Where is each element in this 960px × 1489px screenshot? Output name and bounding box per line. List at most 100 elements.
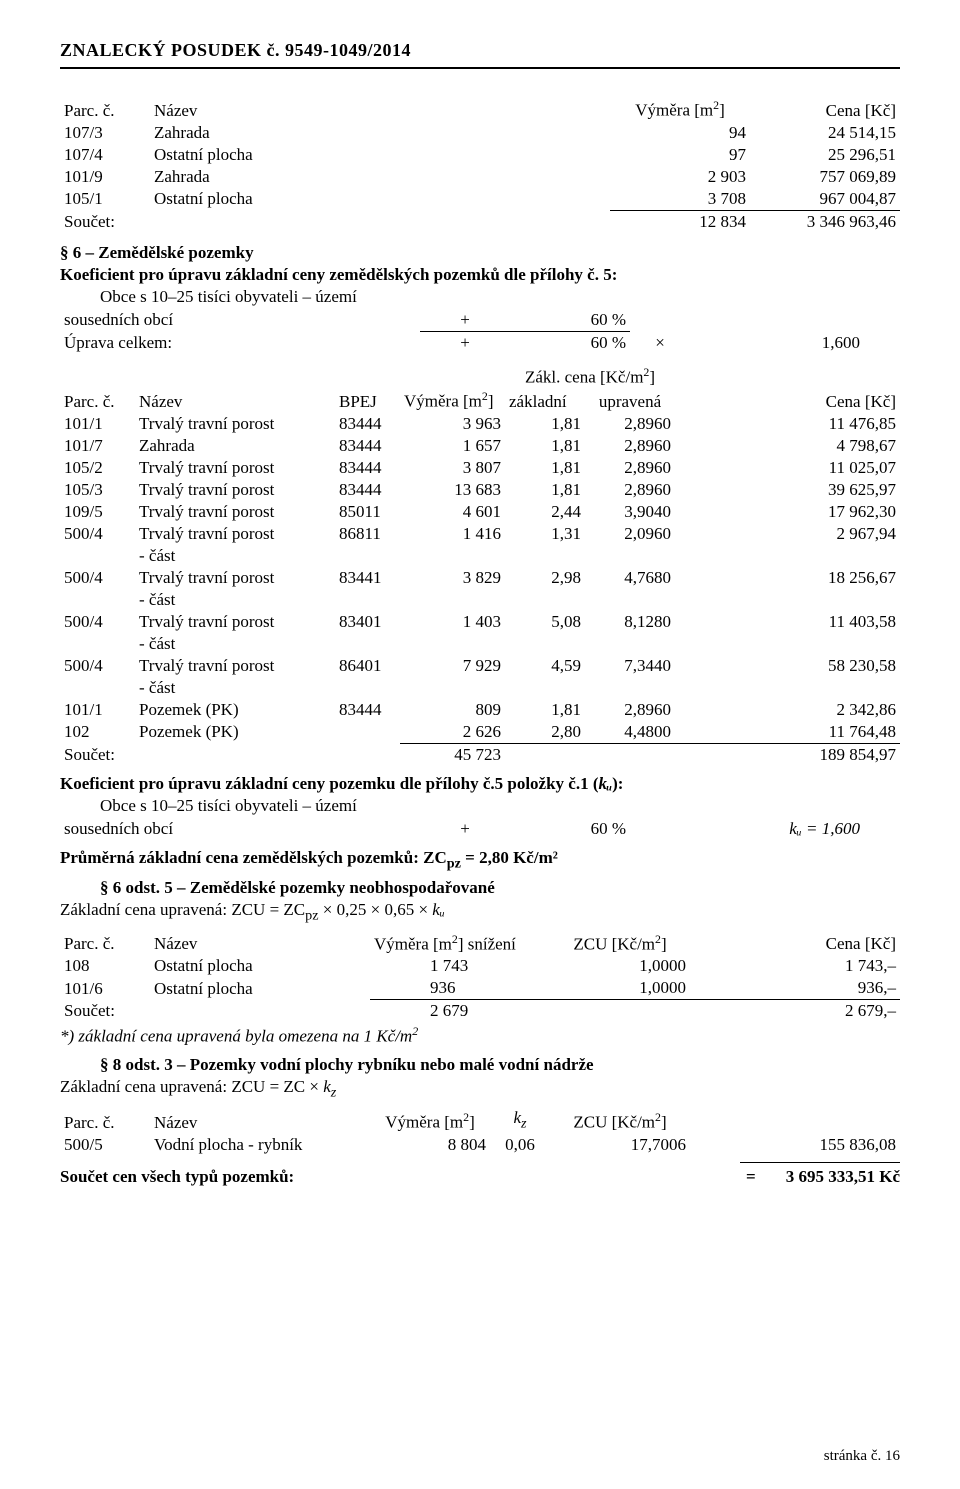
cell-cena: 11 403,58 bbox=[675, 611, 900, 633]
cell-cena: 4 798,67 bbox=[675, 435, 900, 457]
table-row: Součet: 12 834 3 346 963,46 bbox=[60, 210, 900, 233]
cell-upravena: 2,0960 bbox=[585, 523, 675, 545]
pct-value: 60 % bbox=[510, 818, 630, 840]
cell-nazev: Trvalý travní porost bbox=[135, 457, 335, 479]
cell-parc: 108 bbox=[60, 955, 150, 977]
cell-upravena: 2,8960 bbox=[585, 699, 675, 721]
cell-cena: 155 836,08 bbox=[690, 1134, 900, 1156]
doc-header: ZNALECKÝ POSUDEK č. 9549-1049/2014 bbox=[60, 40, 900, 69]
table-row: 500/4Trvalý travní porost864017 9294,597… bbox=[60, 655, 900, 677]
cell-vymera: 94 bbox=[610, 122, 750, 144]
cell-vymera: 8 804 bbox=[370, 1134, 490, 1156]
cell-zcu: 17,7006 bbox=[550, 1134, 690, 1156]
cell-parc: 500/4 bbox=[60, 567, 135, 589]
cell-zakladni: 1,81 bbox=[505, 699, 585, 721]
cell-vymera: 1 416 bbox=[400, 523, 505, 545]
cell-cena: 11 025,07 bbox=[675, 457, 900, 479]
cell-bpej: 86811 bbox=[335, 523, 400, 545]
table-2: Zákl. cena [Kč/m2] Parc. č. Název BPEJ V… bbox=[60, 364, 900, 766]
page-footer: stránka č. 16 bbox=[824, 1448, 900, 1465]
cell-zakladni: 2,44 bbox=[505, 501, 585, 523]
cell-bpej: 83444 bbox=[335, 435, 400, 457]
sousednich-label: sousedních obcí bbox=[60, 309, 420, 332]
col-vymera-sniz: Výměra [m2] snížení bbox=[370, 931, 550, 956]
cell-nazev-cont: - část bbox=[135, 545, 335, 567]
cell-parc: 105/3 bbox=[60, 479, 135, 501]
cell-nazev: Pozemek (PK) bbox=[135, 699, 335, 721]
cell-cena: 936,– bbox=[690, 977, 900, 1000]
cell-vymera: 7 929 bbox=[400, 655, 505, 677]
cell-nazev-cont: - část bbox=[135, 677, 335, 699]
table-row: 102Pozemek (PK)2 6262,804,480011 764,48 bbox=[60, 721, 900, 744]
uprava-label: Úprava celkem: bbox=[60, 331, 420, 354]
cell-vymera: 2 903 bbox=[610, 166, 750, 188]
obce-line1: Obce s 10–25 tisíci obyvateli – území bbox=[60, 287, 900, 307]
col-vymera: Výměra [m2] bbox=[610, 97, 750, 122]
cell-parc: 101/6 bbox=[60, 977, 150, 1000]
cell-bpej: 83441 bbox=[335, 567, 400, 589]
cell-parc: 500/4 bbox=[60, 523, 135, 545]
cell-vymera: 936 bbox=[370, 977, 550, 1000]
table-row: 500/5Vodní plocha - rybník8 8040,0617,70… bbox=[60, 1134, 900, 1156]
avg-zc-line: Průměrná základní cena zemědělských poze… bbox=[60, 848, 900, 872]
cell-zakladni: 1,81 bbox=[505, 457, 585, 479]
cell-nazev: Trvalý travní porost bbox=[135, 413, 335, 435]
cell-vymera: 1 743 bbox=[370, 955, 550, 977]
zakl-cena-label: Zákl. cena [Kč/m2] bbox=[505, 364, 675, 389]
grand-total-value: 3 695 333,51 Kč bbox=[786, 1167, 900, 1187]
zcu-formula-1: Základní cena upravená: ZCU = ZCpz × 0,2… bbox=[60, 900, 900, 924]
plus-sign: + bbox=[420, 309, 510, 332]
table-3: Parc. č. Název Výměra [m2] snížení ZCU [… bbox=[60, 931, 900, 1023]
cell-nazev: Trvalý travní porost bbox=[135, 501, 335, 523]
table-row: 101/1Trvalý travní porost834443 9631,812… bbox=[60, 413, 900, 435]
cell-cena: 18 256,67 bbox=[675, 567, 900, 589]
grand-total-label: Součet cen všech typů pozemků: bbox=[60, 1167, 294, 1187]
table-row: 107/3Zahrada9424 514,15 bbox=[60, 122, 900, 144]
col-nazev: Název bbox=[150, 931, 370, 956]
cell-zcu: 1,0000 bbox=[550, 955, 690, 977]
table-row: - část bbox=[60, 677, 900, 699]
cell-nazev-cont: - část bbox=[135, 589, 335, 611]
cell-cena: 11 476,85 bbox=[675, 413, 900, 435]
col-parc: Parc. č. bbox=[60, 931, 150, 956]
sum-price: 189 854,97 bbox=[675, 743, 900, 766]
cell-kz: 0,06 bbox=[490, 1134, 550, 1156]
koef-ku-table: sousedních obcí + 60 % kᵤ = 1,600 bbox=[60, 818, 900, 840]
cell-cena: 2 967,94 bbox=[675, 523, 900, 545]
cell-zakladni: 4,59 bbox=[505, 655, 585, 677]
cell-parc: 101/7 bbox=[60, 435, 135, 457]
cell-parc: 101/9 bbox=[60, 166, 150, 188]
col-cena: Cena [Kč] bbox=[690, 931, 900, 956]
cell-upravena: 8,1280 bbox=[585, 611, 675, 633]
cell-parc: 500/5 bbox=[60, 1134, 150, 1156]
cell-upravena: 2,8960 bbox=[585, 413, 675, 435]
cell-upravena: 3,9040 bbox=[585, 501, 675, 523]
table-row: - část bbox=[60, 589, 900, 611]
cell-bpej: 83444 bbox=[335, 413, 400, 435]
zcu-formula-2: Základní cena upravená: ZCU = ZC × kz bbox=[60, 1077, 900, 1101]
grand-total-eq: = bbox=[746, 1167, 786, 1187]
cell-vymera: 3 963 bbox=[400, 413, 505, 435]
table-row: sousedních obcí + 60 % bbox=[60, 309, 900, 332]
cell-nazev: Ostatní plocha bbox=[150, 955, 370, 977]
cell-nazev-cont: - část bbox=[135, 633, 335, 655]
cell-nazev: Ostatní plocha bbox=[150, 188, 610, 211]
col-upravena: upravená bbox=[585, 388, 675, 413]
cell-vymera: 3 829 bbox=[400, 567, 505, 589]
table-row: 500/4Trvalý travní porost868111 4161,312… bbox=[60, 523, 900, 545]
footnote-omez: *) základní cena upravená byla omezena n… bbox=[60, 1024, 900, 1047]
table-1: Parc. č. Název Výměra [m2] Cena [Kč] 107… bbox=[60, 97, 900, 233]
cell-zakladni: 2,98 bbox=[505, 567, 585, 589]
cell-parc: 101/1 bbox=[60, 413, 135, 435]
col-parc: Parc. č. bbox=[60, 388, 135, 413]
cell-upravena: 2,8960 bbox=[585, 457, 675, 479]
table-4: Parc. č. Název Výměra [m2] kz ZCU [Kč/m2… bbox=[60, 1107, 900, 1155]
table-row: 101/6Ostatní plocha9361,0000936,– bbox=[60, 977, 900, 1000]
cell-bpej: 86401 bbox=[335, 655, 400, 677]
cell-zakladni: 5,08 bbox=[505, 611, 585, 633]
table-row: 101/1Pozemek (PK)834448091,812,89602 342… bbox=[60, 699, 900, 721]
col-nazev: Název bbox=[150, 97, 610, 122]
cell-vymera: 3 708 bbox=[610, 188, 750, 211]
table-row: 107/4Ostatní plocha9725 296,51 bbox=[60, 144, 900, 166]
cell-zakladni: 1,81 bbox=[505, 435, 585, 457]
